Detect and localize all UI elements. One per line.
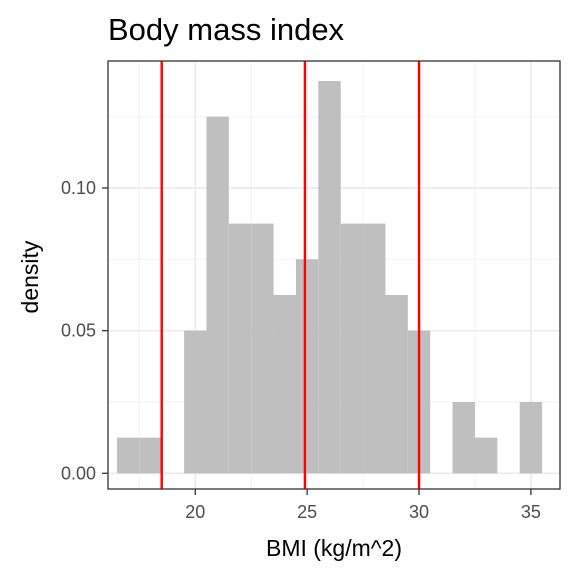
histogram-bar [452,401,475,474]
histogram-bar [519,401,543,474]
histogram-bar [184,330,207,474]
histogram-bar [340,223,364,474]
x-tick-label: 20 [185,502,205,522]
histogram-bar [474,437,498,474]
y-axis-title: density [17,240,43,313]
histogram-bar [273,294,296,474]
histogram-bar [251,223,274,474]
y-tick-label: 0.10 [61,178,96,198]
x-tick-label: 30 [409,502,429,522]
histogram-bar [206,116,229,474]
plot-border [107,60,561,490]
x-axis-title: BMI (kg/m^2) [266,535,402,561]
x-tick-label: 25 [297,502,317,522]
histogram-bar [363,223,386,474]
y-tick-label: 0.00 [61,463,96,483]
y-tick-label: 0.05 [61,321,96,341]
x-tick-label: 35 [521,502,541,522]
histogram-bar [295,259,319,474]
histogram-bar [385,294,408,474]
histogram-bar [139,437,162,474]
histogram-bar [318,80,341,474]
histogram-bar [228,223,252,474]
histogram-bar [116,437,140,474]
chart-title: Body mass index [108,12,345,47]
